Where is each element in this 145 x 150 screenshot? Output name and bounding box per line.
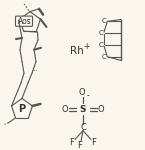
- Text: C: C: [80, 123, 86, 132]
- Text: F: F: [78, 141, 83, 150]
- Text: O: O: [79, 88, 85, 97]
- Text: P: P: [18, 104, 26, 114]
- Text: S: S: [80, 105, 86, 114]
- Text: C: C: [102, 54, 106, 60]
- Text: O: O: [62, 105, 68, 114]
- Text: C: C: [99, 42, 103, 48]
- Text: -: -: [87, 91, 89, 100]
- Text: C: C: [99, 30, 103, 36]
- FancyBboxPatch shape: [16, 16, 32, 26]
- Text: O: O: [98, 105, 104, 114]
- Text: F: F: [91, 138, 96, 147]
- Text: F: F: [70, 138, 74, 147]
- Text: Aos: Aos: [18, 17, 31, 26]
- Text: C: C: [102, 18, 106, 24]
- Text: +: +: [83, 42, 89, 51]
- Text: ...: ...: [32, 66, 38, 72]
- Text: Rh: Rh: [70, 46, 84, 56]
